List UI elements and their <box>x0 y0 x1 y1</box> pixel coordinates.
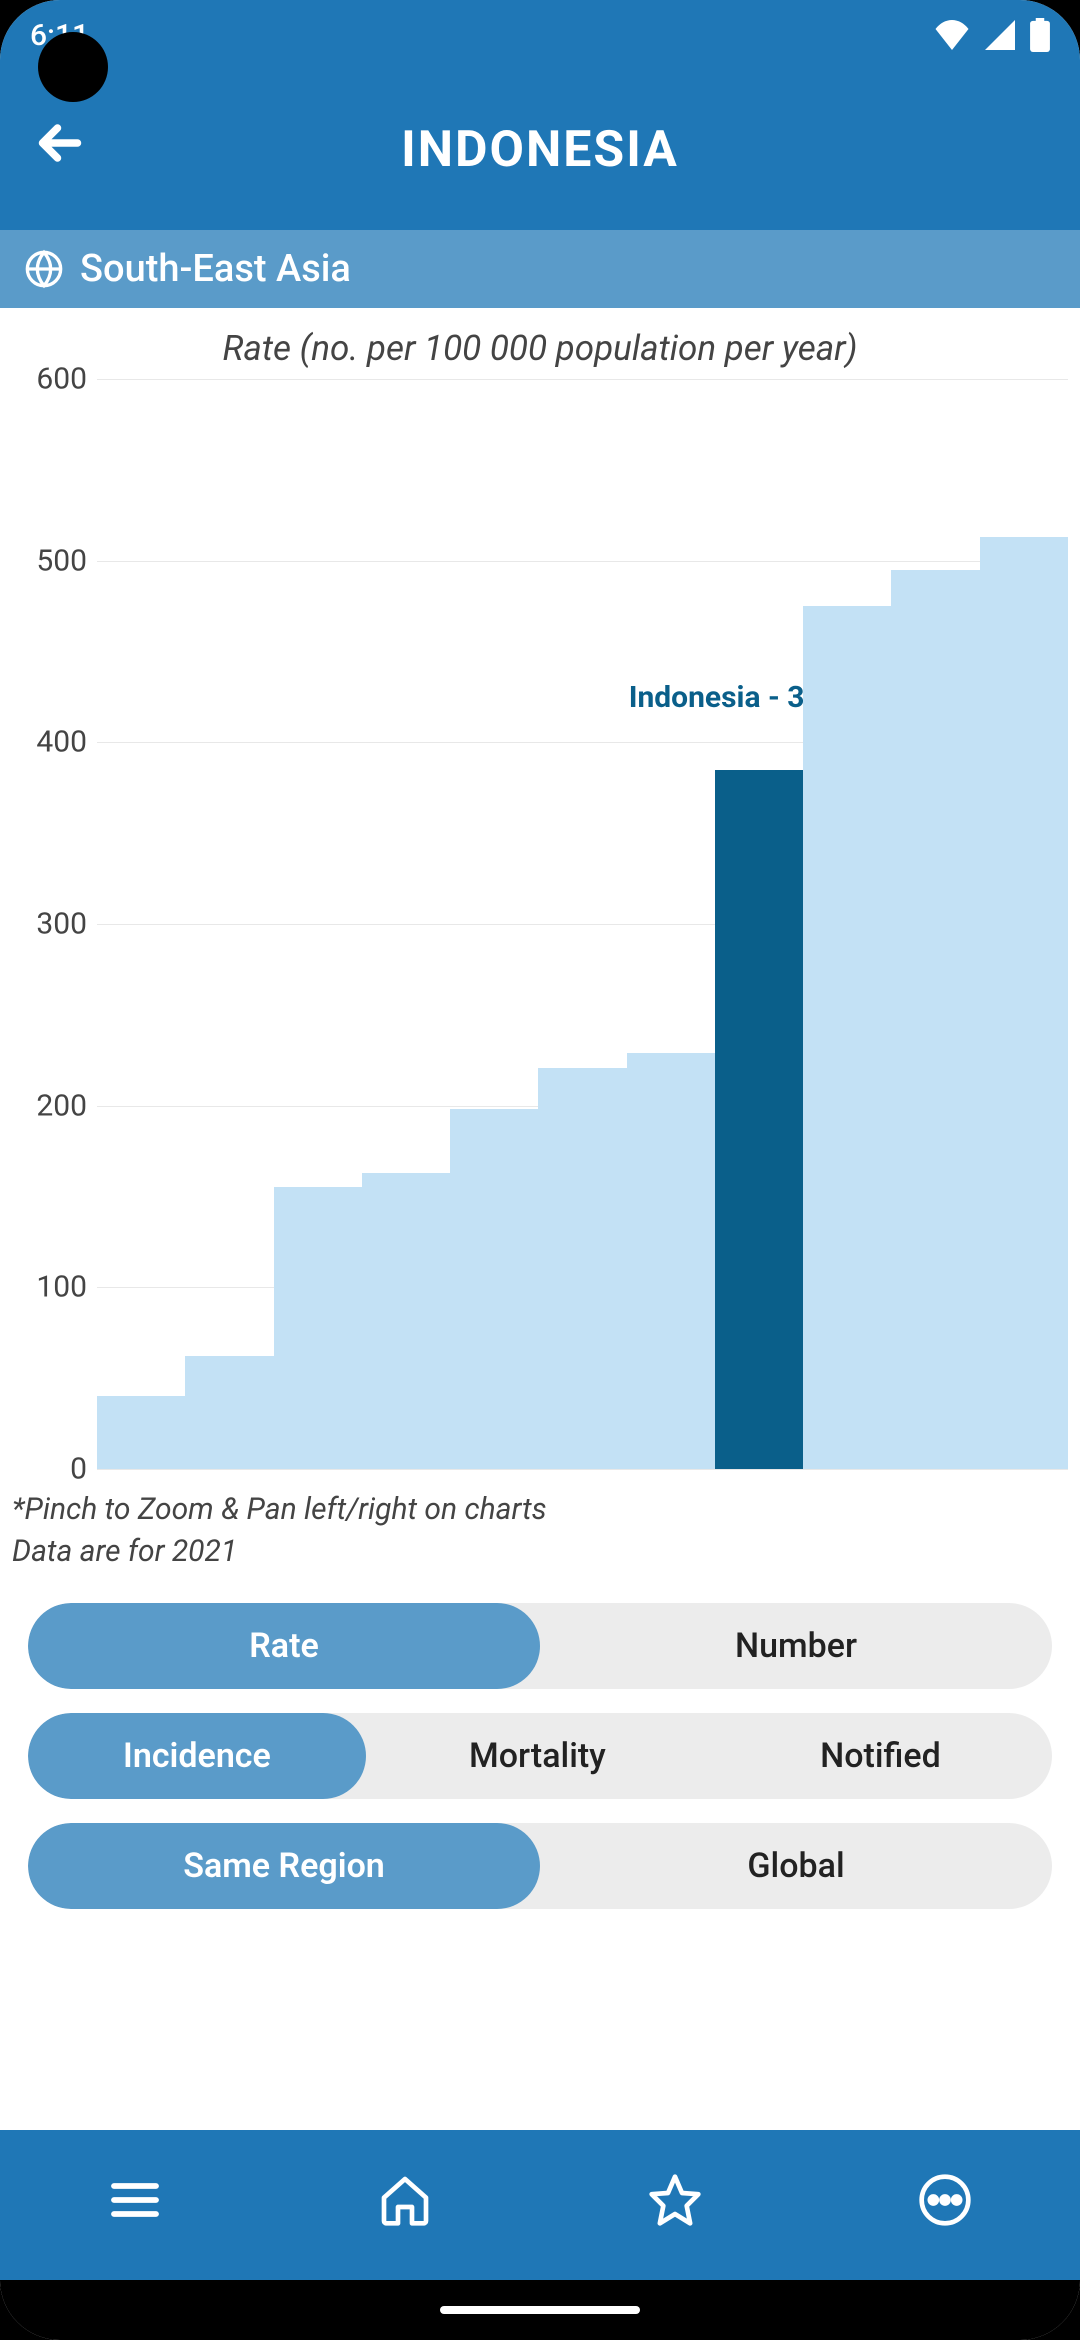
controls: RateNumber IncidenceMortalityNotified Sa… <box>0 1593 1080 1939</box>
footnote-zoom: *Pinch to Zoom & Pan left/right on chart… <box>12 1489 1068 1531</box>
seg-btn-number[interactable]: Number <box>540 1603 1052 1689</box>
seg-btn-same-region[interactable]: Same Region <box>28 1823 540 1909</box>
menu-icon <box>107 2172 163 2228</box>
chart-title: Rate (no. per 100 000 population per yea… <box>12 328 1068 369</box>
status-bar: 6:11 <box>0 0 1080 70</box>
chart[interactable]: 0100200300400500600 Indonesia - 385 <box>12 379 1068 1469</box>
y-tick-label: 400 <box>36 725 87 760</box>
seg-btn-incidence[interactable]: Incidence <box>28 1713 366 1799</box>
globe-icon <box>24 249 64 289</box>
y-tick-label: 300 <box>36 907 87 942</box>
bar[interactable] <box>980 537 1068 1469</box>
back-button[interactable] <box>30 113 90 188</box>
favorite-button[interactable] <box>635 2160 715 2240</box>
nav-pill[interactable] <box>440 2306 640 2314</box>
home-button[interactable] <box>365 2160 445 2240</box>
region-label: South-East Asia <box>80 247 351 291</box>
y-tick-label: 600 <box>36 362 87 397</box>
battery-icon <box>1030 18 1050 52</box>
bar[interactable] <box>450 1109 538 1469</box>
chart-area: Rate (no. per 100 000 population per yea… <box>0 308 1080 1479</box>
segment-rate-number: RateNumber <box>28 1603 1052 1689</box>
bar[interactable] <box>538 1068 626 1469</box>
bar[interactable] <box>891 570 979 1469</box>
bar[interactable] <box>627 1053 715 1469</box>
wifi-icon <box>934 20 970 50</box>
y-tick-label: 500 <box>36 543 87 578</box>
camera-hole <box>38 32 108 102</box>
plot-area[interactable]: Indonesia - 385 <box>97 379 1068 1469</box>
bar[interactable] <box>362 1173 450 1469</box>
app-bar: INDONESIA <box>0 70 1080 230</box>
gridline <box>97 1469 1068 1470</box>
y-axis: 0100200300400500600 <box>12 379 97 1469</box>
star-icon <box>647 2172 703 2228</box>
y-tick-label: 0 <box>70 1452 87 1487</box>
seg-btn-mortality[interactable]: Mortality <box>366 1713 709 1799</box>
bar[interactable] <box>97 1396 185 1469</box>
signal-icon <box>984 20 1016 50</box>
bar-highlight[interactable] <box>715 770 803 1469</box>
segment-scope: Same RegionGlobal <box>28 1823 1052 1909</box>
seg-btn-notified[interactable]: Notified <box>709 1713 1052 1799</box>
more-icon <box>917 2172 973 2228</box>
home-icon <box>377 2172 433 2228</box>
bar[interactable] <box>185 1356 273 1469</box>
y-tick-label: 100 <box>36 1270 87 1305</box>
seg-btn-global[interactable]: Global <box>540 1823 1052 1909</box>
bar[interactable] <box>803 606 891 1469</box>
status-right <box>934 18 1050 52</box>
page-title: INDONESIA <box>0 121 1080 179</box>
spacer <box>0 1939 1080 2130</box>
bars-container <box>97 379 1068 1469</box>
chart-footnotes: *Pinch to Zoom & Pan left/right on chart… <box>0 1479 1080 1593</box>
region-bar[interactable]: South-East Asia <box>0 230 1080 308</box>
seg-btn-rate[interactable]: Rate <box>28 1603 540 1689</box>
segment-metric: IncidenceMortalityNotified <box>28 1713 1052 1799</box>
y-tick-label: 200 <box>36 1088 87 1123</box>
menu-button[interactable] <box>95 2160 175 2240</box>
system-nav-bar <box>0 2280 1080 2340</box>
footnote-year: Data are for 2021 <box>12 1531 1068 1573</box>
bar[interactable] <box>274 1187 362 1469</box>
more-button[interactable] <box>905 2160 985 2240</box>
bottom-nav <box>0 2130 1080 2280</box>
